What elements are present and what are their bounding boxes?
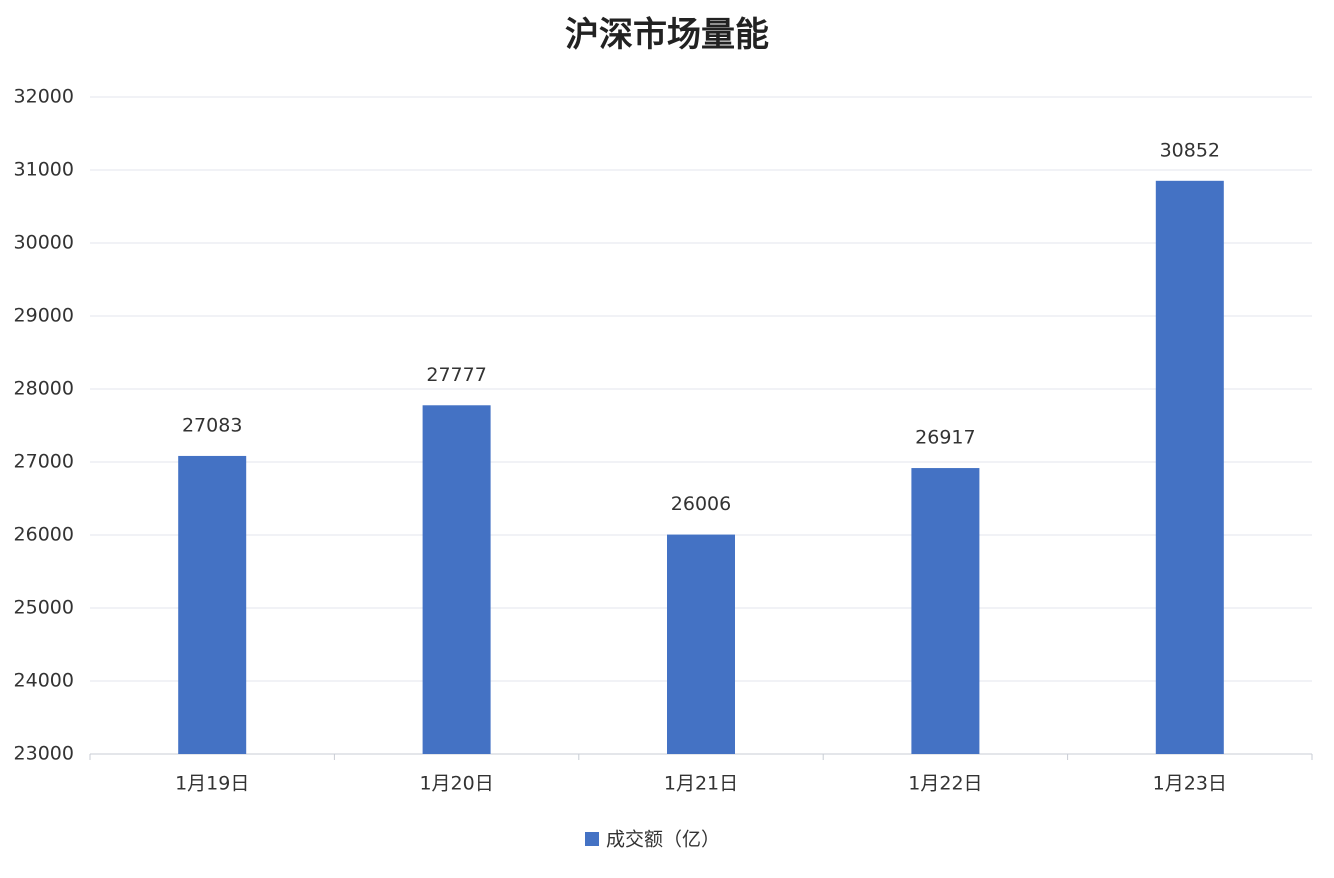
- bar: [911, 468, 980, 754]
- data-label: 30852: [1160, 139, 1220, 161]
- y-tick-label: 27000: [14, 451, 74, 473]
- bar: [178, 455, 247, 754]
- y-tick-label: 23000: [14, 743, 74, 765]
- y-tick-label: 31000: [14, 159, 74, 181]
- bar: [422, 405, 491, 754]
- x-tick-label: 1月20日: [419, 773, 493, 795]
- y-tick-label: 29000: [14, 305, 74, 327]
- bar: [1155, 180, 1224, 754]
- data-label: 26917: [915, 427, 975, 449]
- y-tick-label: 30000: [14, 232, 74, 254]
- y-tick-label: 24000: [14, 670, 74, 692]
- chart-title: 沪深市场量能: [565, 15, 769, 55]
- data-label: 27083: [182, 414, 242, 436]
- legend-swatch: [585, 832, 599, 846]
- data-label: 27777: [426, 364, 486, 386]
- x-tick-label: 1月23日: [1153, 773, 1227, 795]
- x-tick-label: 1月22日: [908, 773, 982, 795]
- x-tick-label: 1月19日: [175, 773, 249, 795]
- legend-label: 成交额（亿）: [606, 829, 720, 851]
- bar: [667, 534, 735, 754]
- data-label: 26006: [671, 493, 731, 515]
- y-tick-label: 28000: [14, 378, 74, 400]
- y-tick-label: 26000: [14, 524, 74, 546]
- y-tick-label: 32000: [14, 86, 74, 108]
- y-tick-label: 25000: [14, 597, 74, 619]
- x-tick-label: 1月21日: [664, 773, 738, 795]
